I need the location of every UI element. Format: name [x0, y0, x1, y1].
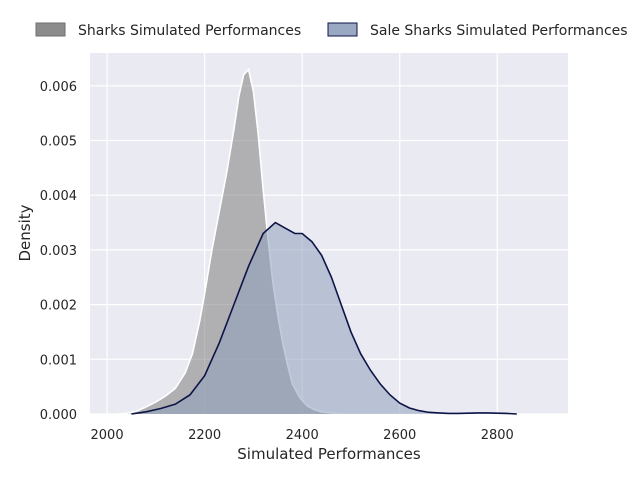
legend-label-2: Sale Sharks Simulated Performances [370, 23, 628, 39]
legend: Sharks Simulated Performances Sale Sharks… [35, 22, 628, 39]
legend-swatch-2 [327, 22, 358, 37]
y-tick-label: 0.000 [40, 408, 77, 423]
y-tick-label: 0.004 [40, 189, 77, 204]
x-tick-label: 2600 [383, 428, 416, 443]
x-tick-label: 2200 [188, 428, 221, 443]
legend-label-1: Sharks Simulated Performances [78, 23, 301, 39]
x-axis-title: Simulated Performances [237, 445, 421, 463]
density-areas [116, 67, 517, 415]
y-tick-label: 0.001 [40, 353, 77, 368]
y-tick-label: 0.002 [40, 299, 77, 314]
legend-swatch-1 [35, 22, 66, 37]
x-axis-ticks: 2000 2200 2400 2600 2800 [91, 428, 514, 443]
x-tick-label: 2000 [91, 428, 124, 443]
x-tick-label: 2400 [286, 428, 319, 443]
y-axis-title: Density [16, 204, 34, 261]
y-tick-label: 0.005 [40, 135, 77, 150]
density-line-2 [131, 221, 517, 415]
y-tick-label: 0.006 [40, 80, 77, 95]
x-tick-label: 2800 [481, 428, 514, 443]
density-area-2 [131, 222, 517, 414]
y-axis-ticks: 0.000 0.001 0.002 0.003 0.004 0.005 0.006 [40, 80, 77, 423]
density-area-1 [116, 69, 342, 414]
y-tick-label: 0.003 [40, 244, 77, 259]
